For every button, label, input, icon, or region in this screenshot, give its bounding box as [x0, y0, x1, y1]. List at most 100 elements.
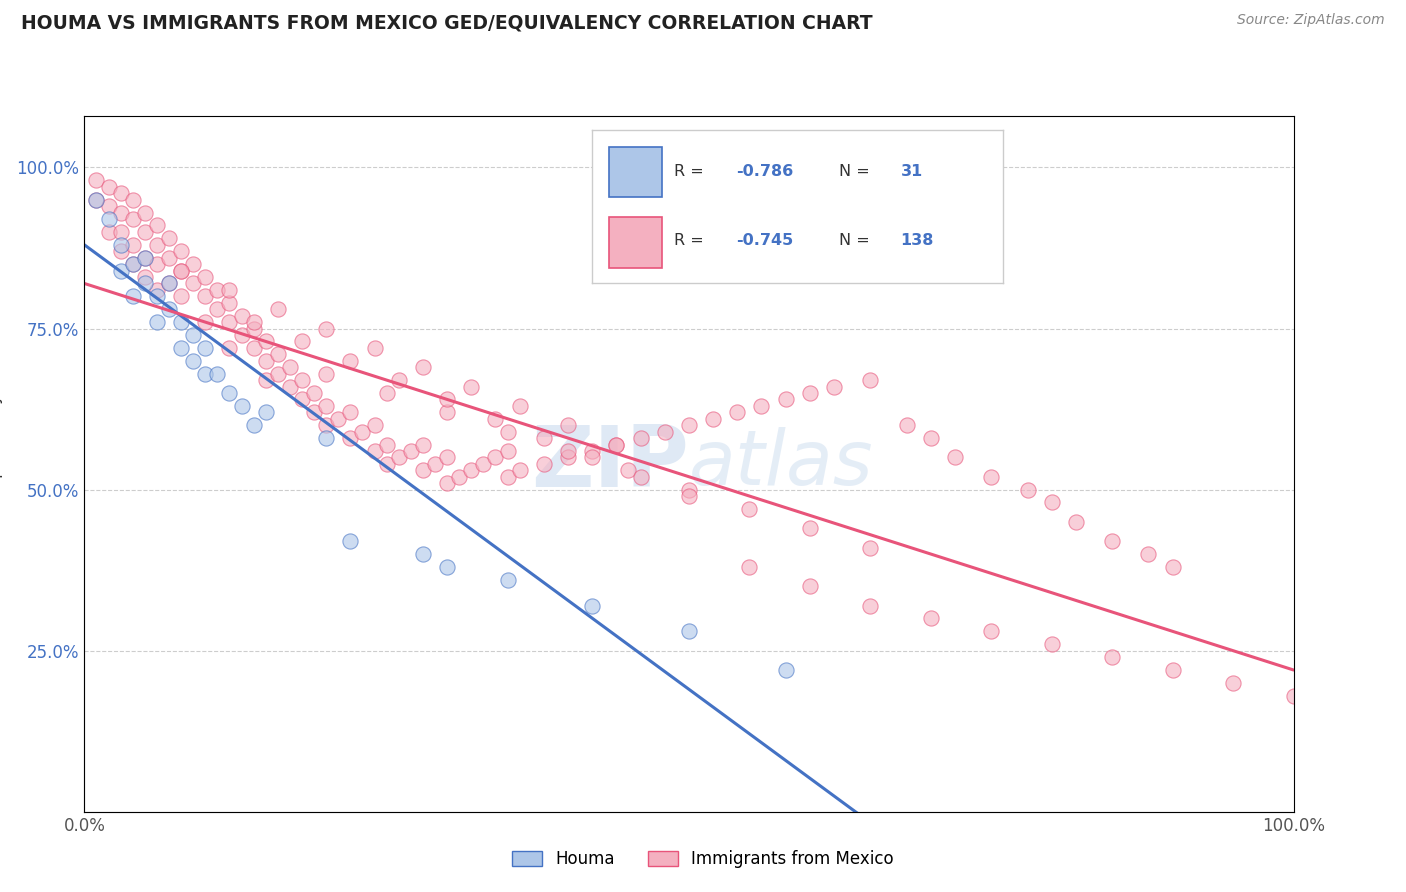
Point [388, 450, 411, 465]
Point [242, 321, 264, 335]
Point [496, 469, 519, 483]
Point [110, 225, 132, 239]
Point [194, 341, 217, 355]
Point [218, 315, 240, 329]
Point [1222, 676, 1244, 690]
Point [1161, 560, 1184, 574]
Point [920, 611, 942, 625]
Point [751, 399, 773, 413]
Point [194, 367, 217, 381]
Point [181, 328, 204, 343]
Point [352, 425, 374, 439]
Point [484, 411, 506, 425]
Point [920, 431, 942, 445]
Point [412, 463, 434, 477]
Point [291, 392, 314, 407]
Point [630, 469, 652, 483]
Point [207, 367, 229, 381]
Point [388, 373, 411, 387]
Point [121, 289, 143, 303]
Point [231, 328, 253, 343]
Point [194, 315, 217, 329]
Point [207, 283, 229, 297]
Point [702, 411, 724, 425]
Point [315, 431, 337, 445]
Point [218, 295, 240, 310]
Point [775, 392, 797, 407]
Point [121, 257, 143, 271]
Point [799, 386, 821, 401]
Text: ZIP: ZIP [531, 422, 689, 506]
Point [436, 450, 458, 465]
Point [278, 379, 301, 393]
Point [557, 450, 579, 465]
Point [859, 541, 882, 555]
Point [254, 373, 277, 387]
Point [110, 244, 132, 259]
Point [157, 231, 180, 245]
Point [97, 199, 120, 213]
Point [1040, 637, 1063, 651]
Point [533, 431, 555, 445]
Point [617, 463, 640, 477]
Point [363, 341, 385, 355]
Point [339, 353, 361, 368]
Point [557, 418, 579, 433]
Point [134, 251, 156, 265]
Point [134, 205, 156, 219]
Point [980, 624, 1002, 639]
Point [859, 373, 882, 387]
Point [146, 219, 169, 233]
Point [157, 302, 180, 317]
Point [1040, 495, 1063, 509]
Point [581, 450, 603, 465]
Point [110, 263, 132, 277]
Point [484, 450, 506, 465]
Point [496, 573, 519, 587]
Point [146, 315, 169, 329]
Point [146, 237, 169, 252]
Point [509, 399, 531, 413]
Point [181, 257, 204, 271]
Point [363, 418, 385, 433]
Point [496, 444, 519, 458]
Point [533, 457, 555, 471]
Point [121, 193, 143, 207]
Point [738, 502, 761, 516]
Point [170, 315, 193, 329]
Point [194, 289, 217, 303]
Point [242, 315, 264, 329]
Point [436, 560, 458, 574]
Point [1161, 663, 1184, 677]
Point [436, 405, 458, 419]
Point [218, 386, 240, 401]
Point [218, 283, 240, 297]
Point [654, 425, 676, 439]
Point [1137, 547, 1160, 561]
Point [1101, 650, 1123, 665]
Point [157, 251, 180, 265]
Point [110, 205, 132, 219]
Point [725, 405, 748, 419]
Point [121, 257, 143, 271]
Text: atlas: atlas [689, 427, 873, 500]
Point [315, 367, 337, 381]
Point [218, 341, 240, 355]
Point [328, 411, 350, 425]
Point [363, 444, 385, 458]
Point [231, 399, 253, 413]
Point [436, 476, 458, 491]
Point [375, 386, 398, 401]
Point [1282, 689, 1305, 703]
Point [678, 483, 700, 497]
Point [557, 444, 579, 458]
Point [339, 534, 361, 549]
Point [134, 251, 156, 265]
Point [315, 399, 337, 413]
Point [267, 302, 290, 317]
Point [605, 437, 627, 451]
Point [375, 457, 398, 471]
Point [412, 437, 434, 451]
Point [170, 289, 193, 303]
Point [496, 425, 519, 439]
